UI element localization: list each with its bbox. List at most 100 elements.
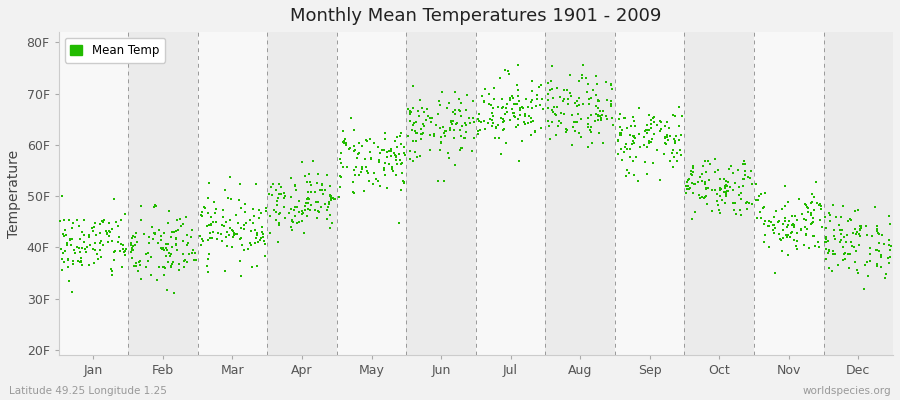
Point xyxy=(311,171,326,178)
Point xyxy=(681,177,696,184)
Point xyxy=(725,187,740,193)
Point xyxy=(589,103,603,110)
Point xyxy=(534,82,548,88)
Point xyxy=(284,218,299,224)
Point xyxy=(574,134,589,140)
Point xyxy=(486,119,500,126)
Point xyxy=(233,225,248,232)
Point xyxy=(74,258,88,264)
Point xyxy=(850,267,864,274)
Point xyxy=(871,240,886,247)
Point xyxy=(806,194,821,200)
Point xyxy=(845,230,859,237)
Point xyxy=(699,169,714,175)
Point xyxy=(256,234,270,240)
Point xyxy=(204,221,219,227)
Point xyxy=(698,195,712,202)
Point xyxy=(377,147,392,154)
Bar xyxy=(267,32,337,355)
Point xyxy=(509,101,524,107)
Point xyxy=(172,267,186,274)
Point xyxy=(701,184,716,191)
Point xyxy=(696,162,710,169)
Point xyxy=(507,110,521,116)
Point xyxy=(436,124,450,130)
Point xyxy=(80,244,94,250)
Point xyxy=(511,98,526,104)
Point xyxy=(623,154,637,160)
Point xyxy=(397,144,411,150)
Point xyxy=(741,174,755,180)
Point xyxy=(670,132,684,139)
Point xyxy=(550,85,564,92)
Point xyxy=(527,128,542,134)
Point xyxy=(581,121,596,128)
Point xyxy=(685,172,699,178)
Point xyxy=(591,98,606,104)
Point xyxy=(161,258,176,265)
Point xyxy=(59,242,74,248)
Point xyxy=(372,159,386,166)
Point xyxy=(796,216,811,222)
Point xyxy=(852,231,867,237)
Point xyxy=(826,248,841,254)
Point xyxy=(104,266,118,272)
Point xyxy=(101,239,115,245)
Point xyxy=(629,154,643,160)
Point xyxy=(541,96,555,103)
Point xyxy=(58,232,73,238)
Point xyxy=(569,119,583,126)
Bar xyxy=(824,32,893,355)
Point xyxy=(822,248,836,254)
Point xyxy=(674,152,688,158)
Point xyxy=(129,262,143,269)
Point xyxy=(447,111,462,118)
Point xyxy=(318,187,332,194)
Point xyxy=(688,180,702,187)
Point xyxy=(700,201,715,208)
Point xyxy=(446,117,461,124)
Point xyxy=(713,210,727,216)
Point xyxy=(640,127,654,133)
Point xyxy=(778,218,792,224)
Point xyxy=(352,150,366,156)
Point xyxy=(90,256,104,262)
Point xyxy=(758,190,772,196)
Point xyxy=(369,176,383,182)
Point xyxy=(415,131,429,137)
Point xyxy=(618,144,633,150)
Point xyxy=(62,278,77,284)
Point xyxy=(108,219,122,225)
Point xyxy=(682,176,697,182)
Point xyxy=(149,276,164,283)
Point xyxy=(176,264,191,270)
Point xyxy=(716,176,731,182)
Point xyxy=(283,210,297,216)
Point xyxy=(230,231,244,238)
Point xyxy=(270,198,284,204)
Point xyxy=(484,102,499,109)
Point xyxy=(414,125,428,132)
Point xyxy=(194,211,208,218)
Point xyxy=(237,247,251,254)
Point xyxy=(540,118,554,124)
Point xyxy=(761,222,776,229)
Point xyxy=(75,244,89,251)
Point xyxy=(884,242,898,249)
Point xyxy=(227,230,241,236)
Point xyxy=(408,149,422,156)
Point xyxy=(215,222,230,228)
Point xyxy=(822,210,836,216)
Point xyxy=(272,191,286,198)
Point xyxy=(734,190,749,196)
Point xyxy=(776,234,790,241)
Point xyxy=(252,207,266,213)
Point xyxy=(860,232,875,238)
Point xyxy=(429,122,444,128)
Point xyxy=(284,175,298,181)
Point xyxy=(500,100,515,107)
Point xyxy=(513,104,527,111)
Point xyxy=(471,131,485,138)
Point xyxy=(350,155,365,161)
Point xyxy=(274,210,288,216)
